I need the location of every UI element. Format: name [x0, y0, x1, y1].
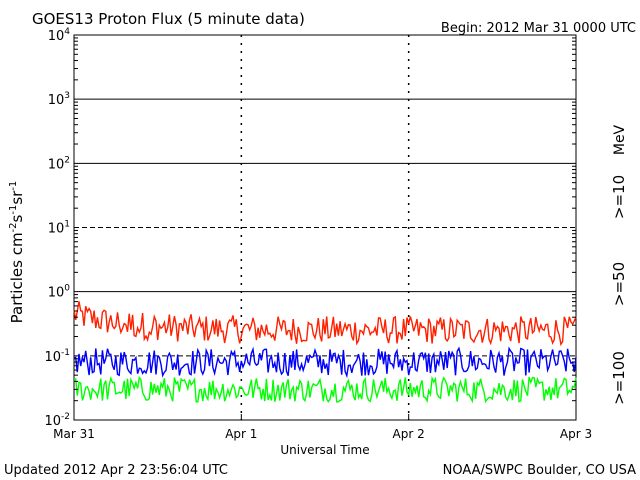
series-layer	[73, 301, 577, 404]
y-tick-label: 102	[48, 155, 70, 172]
x-tick-label: Apr 1	[225, 427, 257, 441]
y-tick-label: 10-2	[44, 412, 70, 429]
x-tick-label: Apr 2	[393, 427, 425, 441]
y-tick-label: 103	[48, 91, 70, 108]
series-line-2	[73, 375, 577, 404]
legend-ge10: >=10	[610, 175, 628, 219]
source-credit: NOAA/SWPC Boulder, CO USA	[443, 463, 636, 478]
legend-unit-mev: MeV	[612, 124, 628, 155]
begin-label: Begin: 2012 Mar 31 0000 UTC	[441, 21, 636, 36]
x-axis-label: Universal Time	[280, 443, 369, 457]
chart-title: GOES13 Proton Flux (5 minute data)	[32, 10, 305, 28]
y-tick-label: 100	[48, 284, 71, 301]
series-line-0	[73, 301, 577, 347]
y-tick-layer: 104 103 102 101 100 10-1 10-2	[44, 27, 576, 429]
updated-timestamp: Updated 2012 Apr 2 23:56:04 UTC	[4, 463, 228, 478]
y-axis-label: Particles cm-2s-1sr-1	[8, 181, 26, 324]
x-tick-label: Apr 3	[560, 427, 592, 441]
x-tick-label: Mar 31	[53, 427, 95, 441]
x-tick-layer: Mar 31 Apr 1 Apr 2 Apr 3	[53, 414, 592, 441]
y-tick-label: 10-1	[44, 348, 70, 365]
y-tick-label: 104	[48, 27, 71, 44]
legend-ge100: >=100	[610, 351, 628, 405]
legend-ge50: >=50	[610, 262, 628, 306]
y-tick-label: 101	[48, 220, 70, 237]
series-line-1	[73, 346, 577, 379]
